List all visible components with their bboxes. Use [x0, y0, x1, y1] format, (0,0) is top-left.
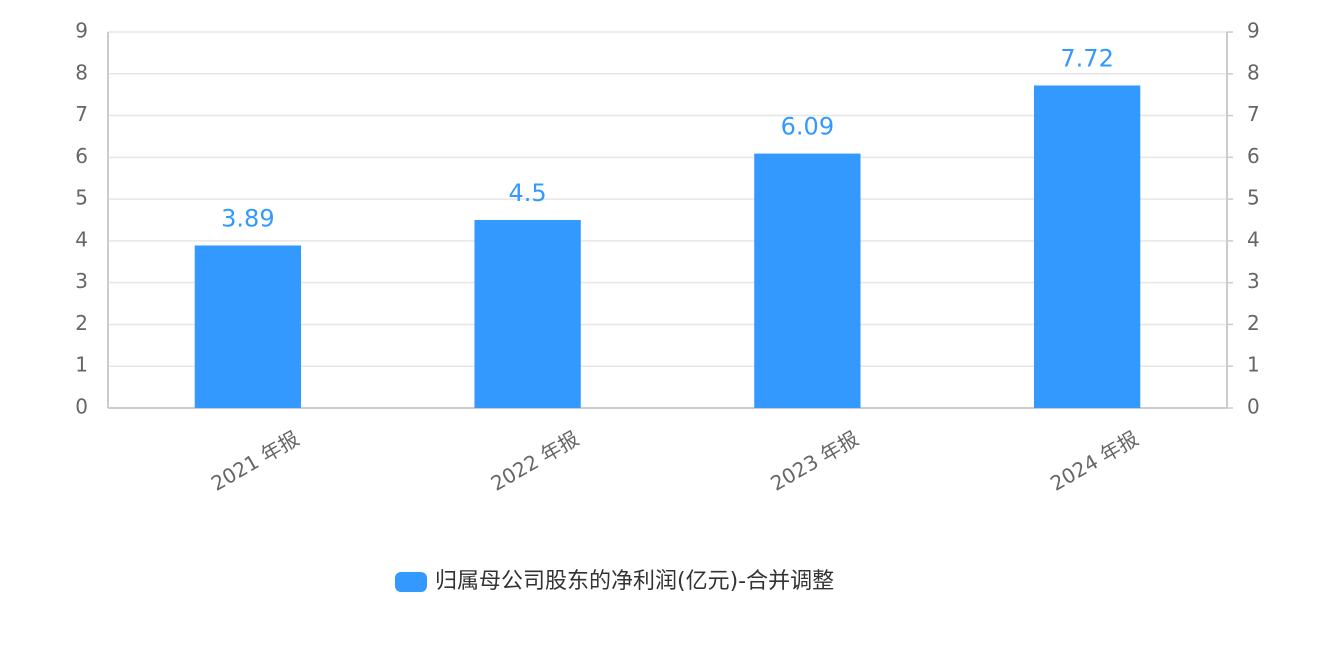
- y-tick-label: 8: [75, 60, 88, 84]
- y2-tick-label: 5: [1247, 186, 1260, 210]
- y-tick-label: 2: [75, 311, 88, 335]
- x-tick-label: 2022 年报: [487, 426, 583, 495]
- legend-swatch: [395, 572, 427, 592]
- y2-tick-label: 6: [1247, 144, 1260, 168]
- y-tick-label: 7: [75, 102, 88, 126]
- y-tick-label: 3: [75, 269, 88, 293]
- y2-tick-label: 3: [1247, 269, 1260, 293]
- bar: [1033, 85, 1141, 408]
- y2-tick-label: 9: [1247, 19, 1260, 43]
- bar: [194, 245, 302, 408]
- y2-tick-label: 1: [1247, 353, 1260, 377]
- y2-tick-label: 8: [1247, 60, 1260, 84]
- x-tick-label: 2021 年报: [207, 426, 303, 495]
- value-label: 6.09: [781, 113, 834, 141]
- bar: [474, 220, 581, 408]
- y2-tick-label: 0: [1247, 395, 1260, 419]
- y-tick-label: 5: [75, 186, 88, 210]
- value-label: 7.72: [1060, 44, 1113, 72]
- y-tick-label: 4: [75, 227, 88, 251]
- y-tick-label: 0: [75, 395, 88, 419]
- y2-tick-label: 4: [1247, 227, 1260, 251]
- y-tick-label: 1: [75, 353, 88, 377]
- y2-tick-label: 2: [1247, 311, 1260, 335]
- y-tick-label: 6: [75, 144, 88, 168]
- y2-tick-label: 7: [1247, 102, 1260, 126]
- value-label: 4.5: [509, 179, 547, 207]
- x-tick-label: 2024 年报: [1046, 426, 1142, 495]
- bar: [754, 153, 861, 408]
- legend-text: 归属母公司股东的净利润(亿元)-合并调整: [435, 569, 834, 594]
- value-label: 3.89: [221, 204, 274, 232]
- x-tick-label: 2023 年报: [766, 426, 862, 495]
- y-tick-label: 9: [75, 19, 88, 43]
